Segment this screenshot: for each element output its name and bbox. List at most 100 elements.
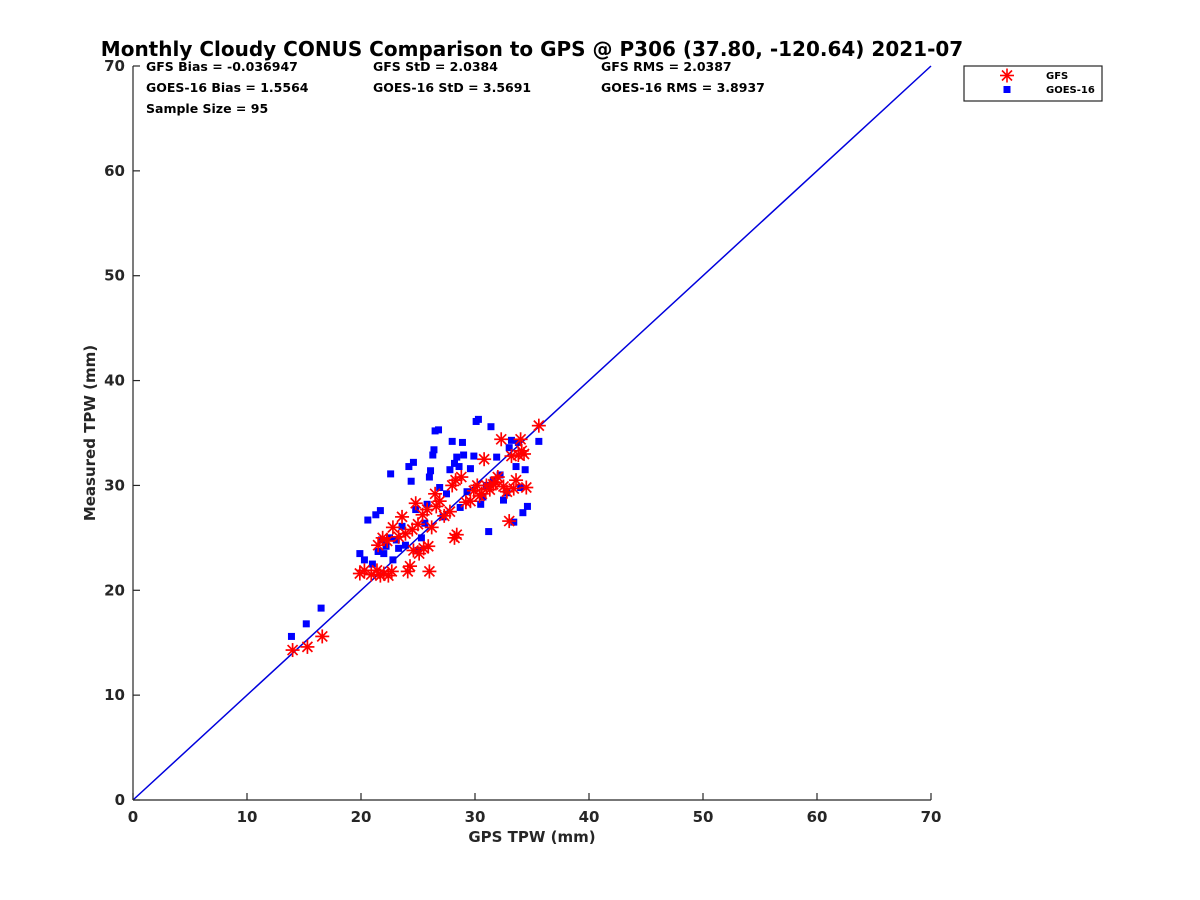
goes16-point bbox=[317, 604, 325, 612]
goes16-point bbox=[395, 544, 403, 552]
gfs-point bbox=[513, 432, 528, 447]
goes16-point bbox=[507, 436, 515, 444]
gfs-point bbox=[380, 534, 395, 549]
gfs-rms-text: GFS RMS = 2.0387 bbox=[601, 59, 732, 74]
legend-goes-marker bbox=[1003, 86, 1011, 93]
goes16-point bbox=[387, 470, 395, 478]
y-tick-label: 30 bbox=[104, 476, 125, 494]
goes16-point bbox=[435, 426, 443, 434]
gfs-point bbox=[494, 432, 509, 447]
x-tick-label: 20 bbox=[351, 808, 372, 826]
gfs-point bbox=[432, 494, 447, 509]
goes16-point bbox=[446, 466, 454, 474]
gfs-point bbox=[463, 494, 478, 509]
goes16-point bbox=[450, 459, 458, 467]
x-tick-label: 10 bbox=[237, 808, 258, 826]
gfs-point bbox=[395, 509, 410, 524]
y-axis-ticks: 0 10 20 30 40 50 60 70 bbox=[104, 57, 140, 809]
gfs-point bbox=[385, 520, 400, 535]
goes16-point bbox=[368, 560, 376, 568]
legend: GFS GOES-16 bbox=[963, 65, 1103, 102]
goes16-point bbox=[427, 467, 435, 475]
goes16-point bbox=[487, 423, 495, 431]
goes16-point bbox=[512, 463, 520, 471]
gfs-point bbox=[506, 481, 521, 496]
x-tick-label: 40 bbox=[579, 808, 600, 826]
x-tick-label: 0 bbox=[128, 808, 138, 826]
gfs-point bbox=[517, 446, 532, 461]
goes16-point bbox=[356, 550, 364, 558]
goes16-point bbox=[430, 446, 438, 454]
legend-gfs-label: GFS bbox=[1046, 71, 1068, 82]
goes16-point bbox=[460, 451, 468, 459]
goes16-point bbox=[505, 444, 513, 452]
goes16-point bbox=[453, 453, 461, 461]
gfs-point bbox=[403, 559, 418, 574]
gfs-point bbox=[442, 504, 457, 519]
gfs-point bbox=[315, 629, 330, 644]
chart-title: Monthly Cloudy CONUS Comparison to GPS @… bbox=[101, 37, 963, 61]
y-tick-label: 70 bbox=[104, 57, 125, 75]
goes16-point bbox=[479, 493, 487, 501]
goes-bias-text: GOES-16 Bias = 1.5564 bbox=[146, 80, 309, 95]
x-tick-label: 50 bbox=[693, 808, 714, 826]
gfs-point bbox=[285, 643, 300, 658]
goes16-point bbox=[401, 541, 409, 549]
legend-box bbox=[963, 65, 1103, 102]
gfs-point bbox=[424, 520, 439, 535]
one-to-one-line bbox=[132, 65, 932, 801]
goes16-point bbox=[455, 463, 463, 471]
gfs-point bbox=[300, 639, 315, 654]
gfs-bias-text: GFS Bias = -0.036947 bbox=[146, 59, 298, 74]
gfs-point bbox=[509, 473, 524, 488]
gfs-point bbox=[428, 486, 443, 501]
gfs-point bbox=[519, 480, 534, 495]
gfs-point bbox=[531, 418, 546, 433]
legend-goes-label: GOES-16 bbox=[1046, 85, 1095, 96]
gfs-point bbox=[421, 539, 436, 554]
gfs-point bbox=[384, 564, 399, 579]
y-tick-label: 60 bbox=[104, 162, 125, 180]
goes16-point bbox=[463, 488, 471, 496]
goes16-point bbox=[485, 528, 493, 536]
x-tick-label: 60 bbox=[807, 808, 828, 826]
goes16-point bbox=[456, 503, 464, 511]
y-tick-label: 50 bbox=[104, 267, 125, 285]
goes16-point bbox=[519, 509, 527, 517]
gfs-point bbox=[408, 496, 423, 511]
goes16-point bbox=[405, 463, 413, 471]
gfs-point bbox=[454, 470, 469, 485]
goes16-point bbox=[389, 556, 397, 564]
goes16-point bbox=[421, 519, 429, 527]
x-tick-label: 70 bbox=[921, 808, 942, 826]
goes16-point bbox=[458, 438, 466, 446]
y-tick-label: 20 bbox=[104, 581, 125, 599]
goes16-point bbox=[429, 451, 437, 459]
goes16-point bbox=[364, 516, 372, 524]
sample-size-text: Sample Size = 95 bbox=[146, 101, 268, 116]
data-points bbox=[132, 65, 932, 801]
y-axis-label: Measured TPW (mm) bbox=[81, 345, 99, 521]
goes16-point bbox=[493, 453, 501, 461]
goes16-point bbox=[360, 556, 368, 564]
stats-annotation: GFS Bias = -0.036947 GFS StD = 2.0384 GF… bbox=[146, 59, 765, 116]
gfs-point bbox=[411, 517, 425, 532]
goes16-point bbox=[436, 484, 444, 492]
goes16-point bbox=[380, 550, 388, 558]
goes16-point bbox=[510, 518, 518, 526]
y-tick-label: 40 bbox=[104, 372, 125, 390]
gfs-point bbox=[502, 514, 517, 529]
goes16-point bbox=[287, 632, 295, 640]
gfs-point bbox=[477, 452, 492, 467]
x-axis-ticks: 0 10 20 30 40 50 60 70 bbox=[128, 793, 942, 826]
goes16-point bbox=[382, 542, 390, 550]
goes-std-text: GOES-16 StD = 3.5691 bbox=[373, 80, 531, 95]
goes16-point bbox=[425, 473, 433, 481]
gfs-std-text: GFS StD = 2.0384 bbox=[373, 59, 498, 74]
gfs-point bbox=[449, 527, 464, 542]
goes16-point bbox=[407, 477, 415, 485]
goes16-point bbox=[466, 465, 474, 473]
x-tick-label: 30 bbox=[465, 808, 486, 826]
goes-rms-text: GOES-16 RMS = 3.8937 bbox=[601, 80, 765, 95]
